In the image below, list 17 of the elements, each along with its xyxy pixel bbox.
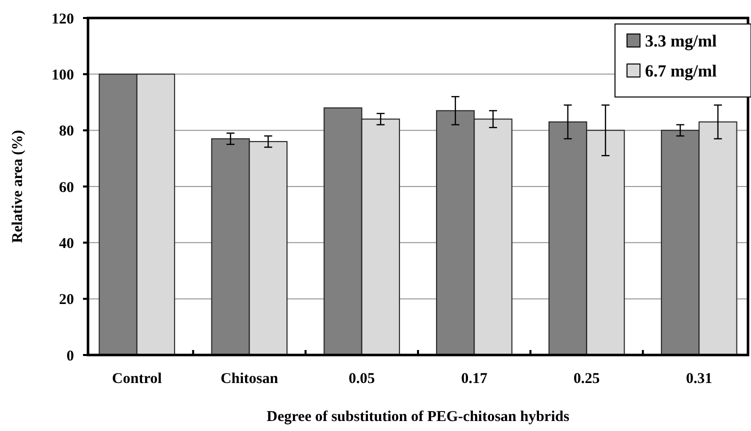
x-tick-label: 0.05	[348, 371, 375, 387]
y-tick-label: 100	[52, 67, 74, 84]
legend-label: 3.3 mg/ml	[645, 31, 718, 50]
y-axis-title: Relative area (%)	[10, 130, 26, 244]
y-tick-label: 120	[52, 11, 74, 28]
y-tick-label: 80	[59, 124, 74, 140]
y-tick-label: 40	[59, 236, 74, 252]
x-tick-label: 0.25	[574, 371, 600, 387]
y-tick-label: 60	[59, 180, 74, 196]
legend-label: 6.7 mg/ml	[645, 61, 718, 80]
x-tick-label: 0.31	[686, 371, 712, 387]
y-tick-label: 0	[66, 348, 74, 364]
x-tick-label: 0.17	[461, 371, 488, 387]
x-axis-title: Degree of substitution of PEG-chitosan hybrids	[266, 409, 570, 425]
y-tick-label: 20	[59, 292, 74, 308]
x-tick-label: Chitosan	[220, 371, 279, 387]
x-tick-label: Control	[112, 371, 162, 387]
